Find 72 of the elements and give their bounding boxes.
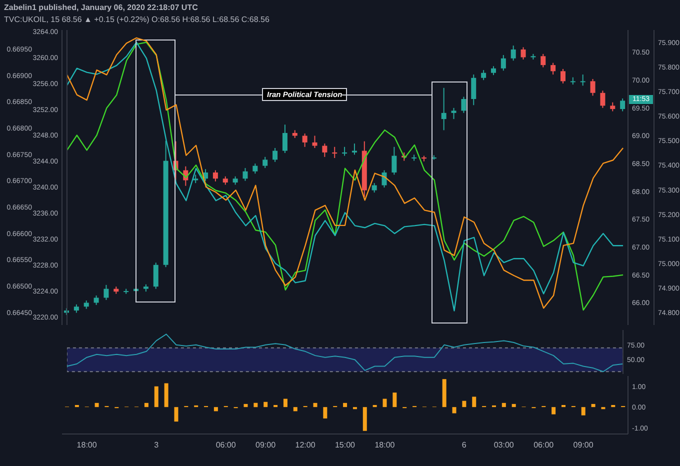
candlestick bbox=[262, 156, 268, 169]
bar bbox=[323, 407, 328, 418]
candlestick bbox=[481, 70, 486, 81]
candlestick bbox=[322, 143, 328, 158]
chart-title: Zabelin1 published, January 06, 2020 22:18:07 UTC bbox=[4, 2, 199, 14]
candlestick bbox=[242, 168, 248, 182]
bar bbox=[442, 379, 446, 408]
bar bbox=[283, 398, 288, 408]
candlestick bbox=[520, 46, 526, 60]
candlestick bbox=[94, 295, 99, 306]
candlestick bbox=[392, 146, 397, 176]
candlestick bbox=[540, 53, 546, 68]
candlestick bbox=[352, 143, 357, 156]
candlestick bbox=[590, 78, 596, 96]
bar bbox=[144, 402, 148, 408]
candlestick bbox=[550, 62, 556, 76]
candlestick bbox=[441, 87, 446, 131]
candlestick bbox=[620, 98, 626, 112]
x-tick-label: 3 bbox=[154, 440, 160, 450]
x-tick-label: 06:00 bbox=[216, 440, 236, 450]
candlestick bbox=[212, 170, 218, 182]
bar bbox=[581, 407, 586, 416]
x-tick-label: 15:00 bbox=[334, 440, 356, 450]
bar bbox=[472, 396, 476, 408]
bar bbox=[264, 402, 268, 408]
bar bbox=[512, 404, 516, 408]
bar bbox=[164, 383, 168, 408]
bar bbox=[382, 398, 387, 408]
bar bbox=[293, 407, 298, 412]
x-tick-label: 06:00 bbox=[534, 440, 554, 450]
bar bbox=[462, 400, 466, 408]
candlestick bbox=[510, 45, 516, 62]
candlestick bbox=[332, 146, 338, 159]
candlestick bbox=[500, 54, 506, 72]
bar bbox=[214, 407, 218, 412]
candlestick bbox=[560, 68, 566, 84]
bar bbox=[254, 402, 258, 408]
bar bbox=[313, 402, 318, 408]
candlestick bbox=[412, 154, 417, 162]
x-tick-label: 09:00 bbox=[573, 440, 594, 450]
bar bbox=[452, 407, 456, 414]
candlestick bbox=[104, 284, 109, 300]
bar bbox=[94, 402, 99, 408]
bar bbox=[244, 404, 248, 408]
x-tick-label: 12:00 bbox=[295, 440, 316, 450]
candlestick bbox=[372, 182, 377, 194]
bar bbox=[502, 402, 506, 408]
x-tick-label: 6 bbox=[462, 440, 467, 450]
x-tick-label: 09:00 bbox=[256, 440, 276, 450]
x-tick-label: 18:00 bbox=[76, 440, 98, 450]
bar bbox=[154, 386, 158, 408]
bar bbox=[591, 404, 596, 408]
candlestick bbox=[252, 163, 258, 174]
bar bbox=[362, 407, 367, 431]
bar bbox=[343, 402, 348, 408]
candlestick bbox=[461, 96, 466, 114]
candlestick bbox=[580, 74, 586, 86]
line-series bbox=[66, 334, 624, 372]
candlestick bbox=[153, 262, 158, 290]
candlestick bbox=[302, 133, 308, 148]
candlestick bbox=[451, 107, 456, 120]
candlestick bbox=[272, 148, 278, 162]
x-tick-label: 03:00 bbox=[494, 440, 514, 450]
bar bbox=[392, 392, 397, 408]
bar bbox=[552, 407, 556, 414]
chart-subtitle: TVC:UKOIL, 15 68.56 ▲ +0.15 (+0.22%) O:68.56 H:68.56 L:68.56 C:68.56 bbox=[4, 14, 270, 26]
candlestick bbox=[312, 135, 318, 148]
x-tick-label: 18:00 bbox=[374, 440, 396, 450]
bar bbox=[174, 407, 178, 422]
candlestick bbox=[471, 74, 476, 106]
candlestick bbox=[282, 124, 288, 154]
candlestick bbox=[600, 90, 606, 108]
